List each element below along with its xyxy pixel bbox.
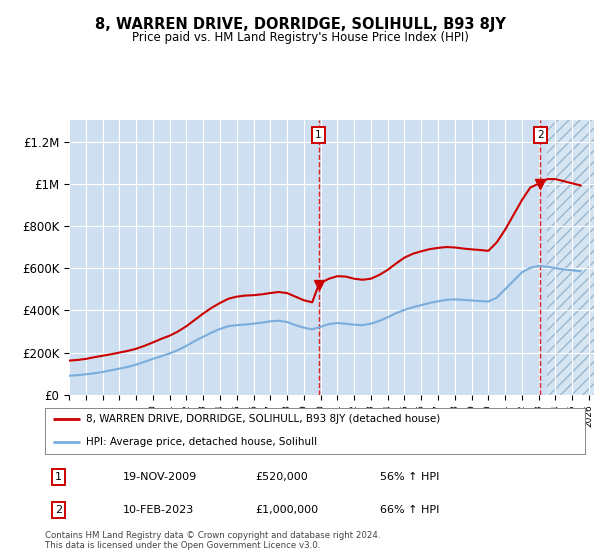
Text: HPI: Average price, detached house, Solihull: HPI: Average price, detached house, Soli… — [86, 437, 317, 447]
Text: 2: 2 — [55, 505, 62, 515]
Text: 19-NOV-2009: 19-NOV-2009 — [124, 472, 197, 482]
Text: Contains HM Land Registry data © Crown copyright and database right 2024.
This d: Contains HM Land Registry data © Crown c… — [45, 531, 380, 550]
Text: 1: 1 — [55, 472, 62, 482]
Bar — [547, 120, 594, 395]
Text: £1,000,000: £1,000,000 — [256, 505, 319, 515]
Text: 56% ↑ HPI: 56% ↑ HPI — [380, 472, 439, 482]
Text: 1: 1 — [315, 130, 322, 140]
Text: 66% ↑ HPI: 66% ↑ HPI — [380, 505, 439, 515]
Text: £520,000: £520,000 — [256, 472, 308, 482]
Text: Price paid vs. HM Land Registry's House Price Index (HPI): Price paid vs. HM Land Registry's House … — [131, 31, 469, 44]
Text: 8, WARREN DRIVE, DORRIDGE, SOLIHULL, B93 8JY (detached house): 8, WARREN DRIVE, DORRIDGE, SOLIHULL, B93… — [86, 414, 440, 424]
Text: 10-FEB-2023: 10-FEB-2023 — [124, 505, 194, 515]
Bar — [547, 120, 594, 395]
Text: 2: 2 — [537, 130, 544, 140]
Text: 8, WARREN DRIVE, DORRIDGE, SOLIHULL, B93 8JY: 8, WARREN DRIVE, DORRIDGE, SOLIHULL, B93… — [95, 17, 505, 32]
